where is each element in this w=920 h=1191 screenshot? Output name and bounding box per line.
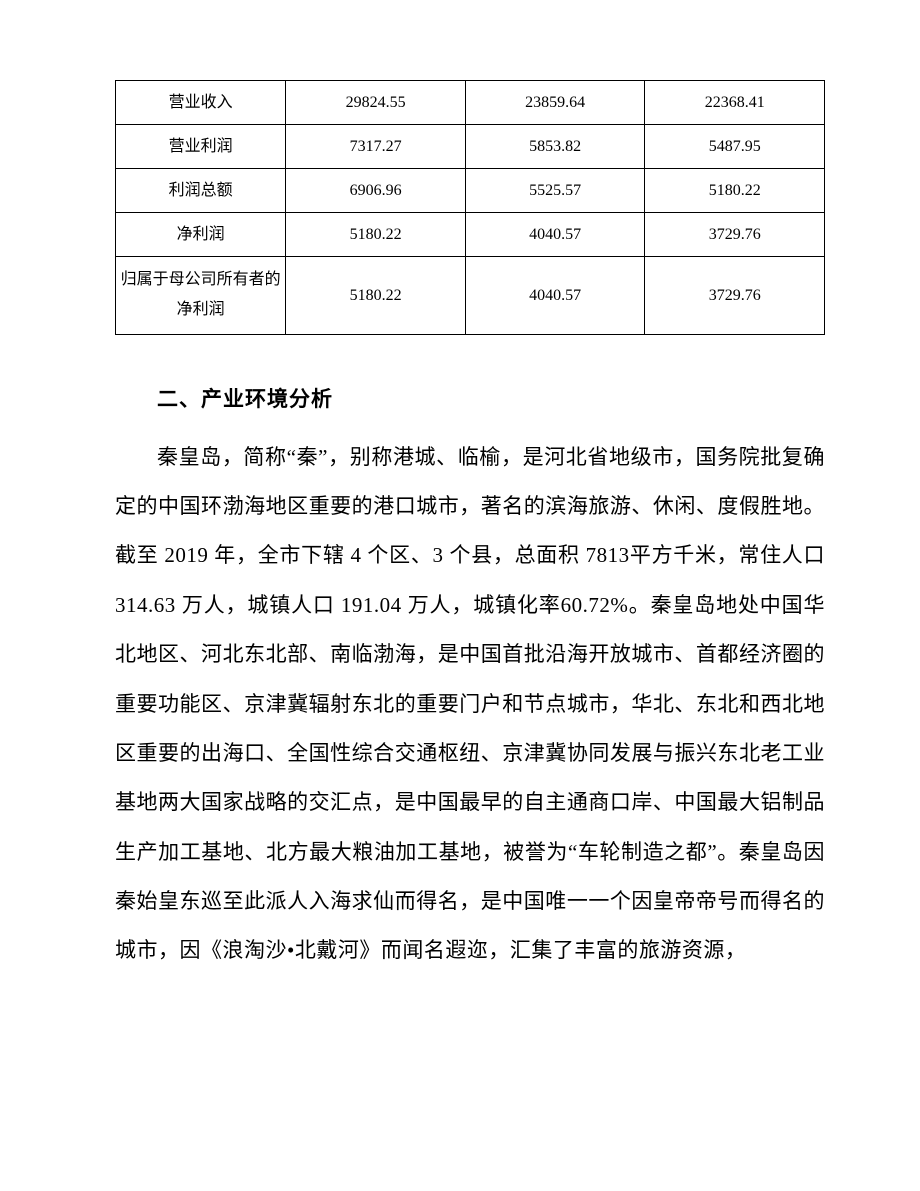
cell-value: 5180.22: [645, 169, 825, 213]
cell-value: 22368.41: [645, 81, 825, 125]
cell-value: 7317.27: [286, 125, 466, 169]
row-label: 营业利润: [116, 125, 286, 169]
row-label: 利润总额: [116, 169, 286, 213]
cell-value: 3729.76: [645, 213, 825, 257]
cell-value: 29824.55: [286, 81, 466, 125]
table-row: 净利润 5180.22 4040.57 3729.76: [116, 213, 825, 257]
cell-value: 5180.22: [286, 257, 466, 335]
row-label: 净利润: [116, 213, 286, 257]
financial-table: 营业收入 29824.55 23859.64 22368.41 营业利润 731…: [115, 80, 825, 335]
cell-value: 5853.82: [465, 125, 645, 169]
row-label: 归属于母公司所有者的净利润: [116, 257, 286, 335]
table-row: 营业收入 29824.55 23859.64 22368.41: [116, 81, 825, 125]
cell-value: 4040.57: [465, 213, 645, 257]
section-heading: 二、产业环境分析: [115, 383, 825, 413]
table-row: 利润总额 6906.96 5525.57 5180.22: [116, 169, 825, 213]
cell-value: 5180.22: [286, 213, 466, 257]
body-paragraph: 秦皇岛，简称“秦”，别称港城、临榆，是河北省地级市，国务院批复确定的中国环渤海地…: [115, 433, 825, 976]
cell-value: 3729.76: [645, 257, 825, 335]
cell-value: 4040.57: [465, 257, 645, 335]
cell-value: 5525.57: [465, 169, 645, 213]
table-row: 归属于母公司所有者的净利润 5180.22 4040.57 3729.76: [116, 257, 825, 335]
row-label: 营业收入: [116, 81, 286, 125]
cell-value: 6906.96: [286, 169, 466, 213]
cell-value: 23859.64: [465, 81, 645, 125]
document-page: 营业收入 29824.55 23859.64 22368.41 营业利润 731…: [0, 0, 920, 1056]
cell-value: 5487.95: [645, 125, 825, 169]
table-row: 营业利润 7317.27 5853.82 5487.95: [116, 125, 825, 169]
